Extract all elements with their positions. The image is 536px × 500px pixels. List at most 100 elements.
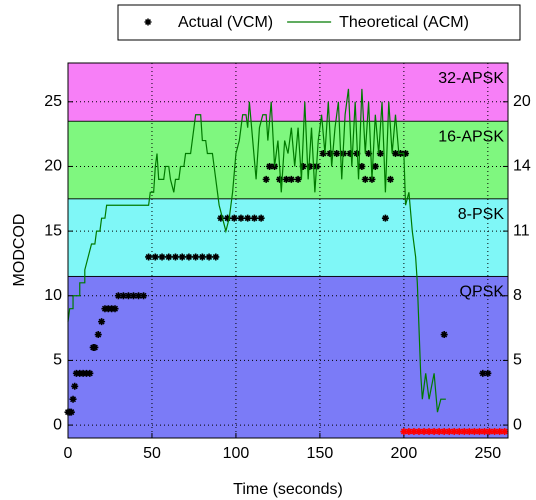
y2-tick-label: 8 (513, 287, 522, 304)
band-label: 16-APSK (438, 128, 504, 145)
data-point (491, 428, 499, 436)
data-point (391, 150, 399, 158)
band-label: 32-APSK (438, 70, 504, 87)
data-point (262, 175, 270, 183)
band-label: 8-PSK (458, 206, 505, 223)
data-point (306, 162, 314, 170)
y-axis-label: MODCOD (11, 214, 28, 287)
data-point (266, 162, 274, 170)
data-point (361, 175, 369, 183)
data-point (376, 150, 384, 158)
x-tick-label: 150 (307, 445, 334, 462)
data-point (178, 253, 186, 261)
y2-tick-label: 14 (513, 158, 531, 175)
x-tick-label: 250 (474, 445, 501, 462)
data-point (400, 428, 408, 436)
x-axis-label: Time (seconds) (233, 481, 343, 498)
data-point (460, 428, 468, 436)
y-tick-label: 10 (44, 287, 62, 304)
data-point (212, 253, 220, 261)
data-point (192, 253, 200, 261)
data-point (257, 214, 265, 222)
band (67, 62, 509, 122)
data-point (415, 428, 423, 436)
data-point (244, 214, 252, 222)
data-point (470, 428, 478, 436)
data-point (129, 292, 137, 300)
data-point (276, 175, 284, 183)
band (67, 275, 509, 439)
data-point (475, 428, 483, 436)
data-point (198, 253, 206, 261)
data-point (397, 150, 405, 158)
data-point (365, 150, 373, 158)
data-point (205, 253, 213, 261)
y2-tick-label: 5 (513, 352, 522, 369)
data-point (440, 331, 448, 339)
y-tick-label: 15 (44, 222, 62, 239)
data-point (326, 150, 334, 158)
data-point (425, 428, 433, 436)
data-point (484, 369, 492, 377)
data-point (440, 428, 448, 436)
data-point (250, 214, 258, 222)
data-point (381, 214, 389, 222)
y-tick-label: 5 (53, 352, 62, 369)
data-point (124, 292, 132, 300)
y-tick-label: 20 (44, 158, 62, 175)
x-tick-label: 200 (391, 445, 418, 462)
data-point (386, 175, 394, 183)
data-point (402, 150, 410, 158)
data-point (114, 292, 122, 300)
data-point (158, 253, 166, 261)
data-point (165, 253, 173, 261)
data-point (480, 428, 488, 436)
data-point (69, 395, 77, 403)
data-point (479, 369, 487, 377)
data-point (151, 253, 159, 261)
y-tick-label: 0 (53, 416, 62, 433)
data-point (346, 150, 354, 158)
data-point (430, 428, 438, 436)
data-point (185, 253, 193, 261)
y2-tick-label: 11 (513, 222, 530, 239)
legend-label: Theoretical (ACM) (339, 14, 469, 31)
data-point (86, 369, 94, 377)
y-tick-label: 25 (44, 93, 62, 110)
x-tick-label: 50 (143, 445, 161, 462)
data-point (282, 175, 290, 183)
band-label: QPSK (460, 284, 505, 301)
data-point (319, 150, 327, 158)
data-point (145, 253, 153, 261)
data-point (91, 343, 99, 351)
y2-tick-label: 0 (513, 416, 522, 433)
data-point (455, 428, 463, 436)
data-point (119, 292, 127, 300)
data-point (371, 162, 379, 170)
data-point (465, 428, 473, 436)
data-point (135, 292, 143, 300)
data-point (333, 150, 341, 158)
band (67, 198, 509, 277)
x-tick-label: 0 (64, 445, 73, 462)
data-point (450, 428, 458, 436)
y2-tick-label: 20 (513, 93, 531, 110)
x-tick-label: 100 (223, 445, 250, 462)
data-point (71, 382, 79, 390)
data-point (237, 214, 245, 222)
data-point (94, 331, 102, 339)
data-point (171, 253, 179, 261)
data-point (445, 428, 453, 436)
plot-frame (67, 62, 509, 439)
data-point (217, 214, 225, 222)
data-point (420, 428, 428, 436)
data-point (294, 175, 302, 183)
data-point (98, 318, 106, 326)
data-point (496, 428, 504, 436)
data-point (435, 428, 443, 436)
legend-label: Actual (VCM) (178, 14, 273, 31)
data-point (405, 428, 413, 436)
data-point (287, 175, 295, 183)
data-point (224, 214, 232, 222)
